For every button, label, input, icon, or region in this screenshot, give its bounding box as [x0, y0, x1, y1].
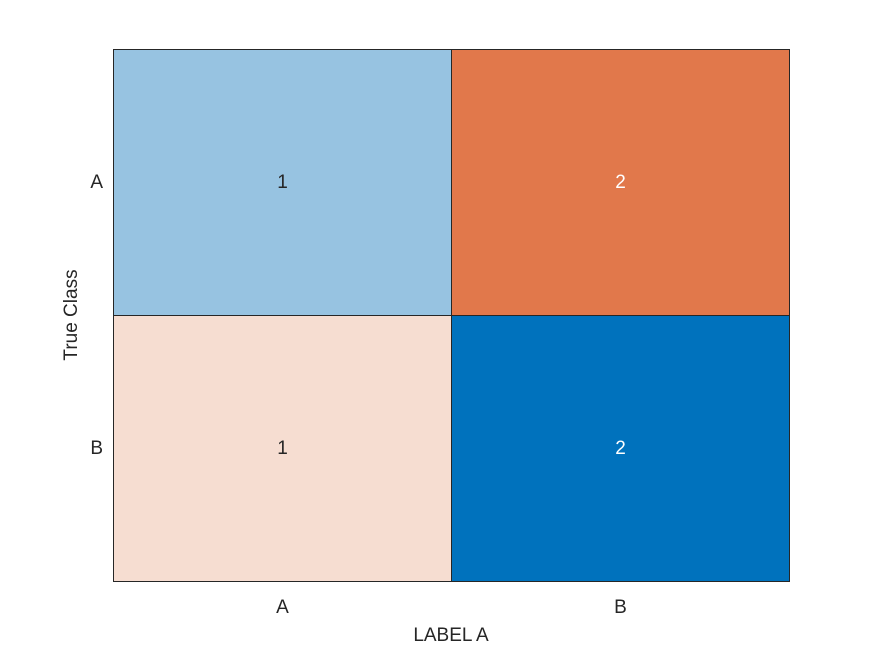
matrix-cell-b-a [113, 315, 452, 582]
cell-value-a-b: 2 [615, 172, 626, 193]
y-tick-label-a: A [90, 172, 103, 193]
x-tick-label-a: A [276, 597, 289, 618]
cell-value-a-a: 1 [277, 172, 288, 193]
matrix-cells [113, 49, 790, 582]
matrix-cell-b-b [451, 315, 790, 582]
x-tick-label-b: B [614, 597, 627, 618]
y-tick-labels: AB [90, 172, 103, 459]
cell-value-labels: 1 2 1 2 [277, 172, 626, 459]
y-axis-label: True Class [61, 269, 82, 360]
cell-value-b-b: 2 [615, 438, 626, 459]
plot-frame [113, 49, 790, 582]
y-tick-label-b: B [90, 438, 103, 459]
x-axis-label: LABEL A [413, 625, 489, 646]
cell-value-b-a: 1 [277, 438, 288, 459]
matrix-cell-a-b [451, 49, 790, 316]
matrix-cell-a-a [113, 49, 452, 316]
